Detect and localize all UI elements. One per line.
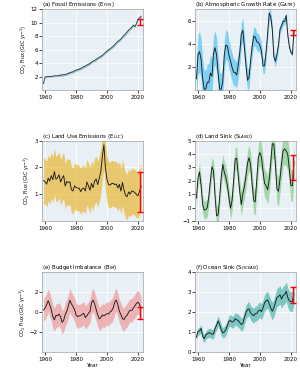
Text: (d) Land Sink (S$_{LAND}$): (d) Land Sink (S$_{LAND}$): [195, 132, 253, 141]
X-axis label: Year: Year: [86, 363, 98, 368]
X-axis label: Year: Year: [239, 363, 251, 368]
Y-axis label: CO$_2$ Flux (GtC yr$^{-1}$): CO$_2$ Flux (GtC yr$^{-1}$): [19, 25, 29, 74]
Y-axis label: CO$_2$ Flux (GtC yr$^{-1}$): CO$_2$ Flux (GtC yr$^{-1}$): [22, 156, 32, 205]
Text: (b) Atmospheric Growth Rate (G$_{ATM}$): (b) Atmospheric Growth Rate (G$_{ATM}$): [195, 0, 296, 9]
Text: (c) Land Use Emissions (E$_{LUC}$): (c) Land Use Emissions (E$_{LUC}$): [42, 132, 124, 141]
Text: (a) Fossil Emissions (E$_{FOS}$): (a) Fossil Emissions (E$_{FOS}$): [42, 0, 115, 9]
Text: (f) Ocean Sink (S$_{OCEAN}$): (f) Ocean Sink (S$_{OCEAN}$): [195, 263, 259, 271]
Y-axis label: CO$_2$ Flux (GtC yr$^{-1}$): CO$_2$ Flux (GtC yr$^{-1}$): [17, 288, 28, 337]
Text: (e) Budget Imbalance (B$_{IM}$): (e) Budget Imbalance (B$_{IM}$): [42, 263, 117, 271]
